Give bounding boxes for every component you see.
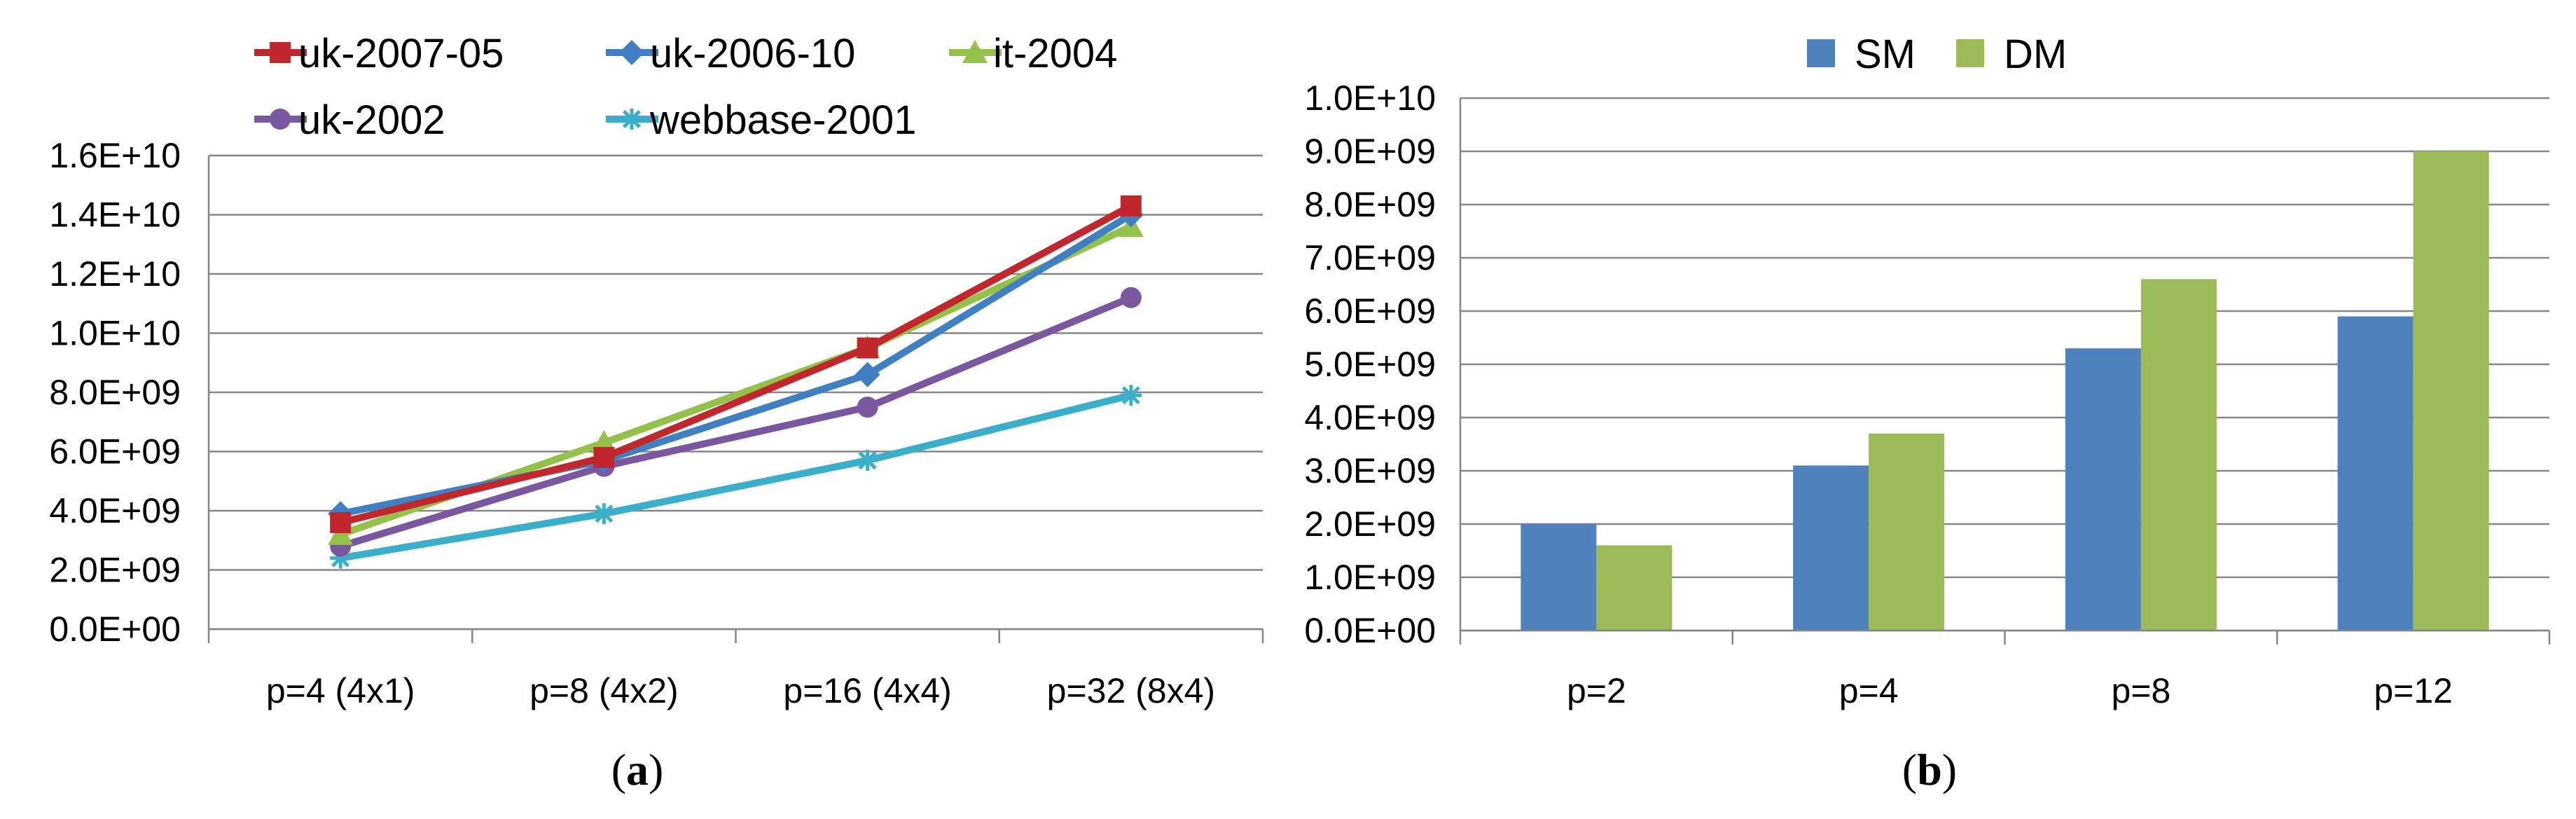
bar-DM	[1596, 545, 1673, 631]
legend-marker	[962, 40, 988, 63]
legend-item: uk-2007-05	[254, 31, 504, 76]
legend-label: uk-2006-10	[650, 31, 855, 76]
y-tick-label: 1.0E+09	[1304, 558, 1436, 597]
series-webbase-2001	[330, 385, 1142, 569]
data-point	[854, 362, 880, 387]
legend-item: webbase-2001	[606, 97, 917, 143]
y-tick-label: 6.0E+09	[1304, 291, 1436, 331]
legend-swatch	[1956, 39, 1984, 67]
y-tick-label: 1.0E+10	[1304, 78, 1436, 118]
bar-SM	[2337, 316, 2414, 631]
series-line	[337, 211, 1135, 518]
data-point	[1120, 287, 1142, 308]
legend-label: SM	[1855, 32, 1916, 77]
data-point	[857, 397, 878, 418]
legend-item: uk-2006-10	[606, 31, 855, 76]
x-tick-label: p=8 (4x2)	[529, 671, 679, 710]
legend-label: uk-2002	[298, 97, 445, 143]
data-point	[857, 450, 878, 472]
legend-label: webbase-2001	[649, 97, 917, 143]
y-tick-label: 1.4E+10	[49, 195, 181, 235]
y-tick-label: 4.0E+09	[49, 491, 181, 530]
bar-DM	[2140, 279, 2217, 631]
x-tick-label: p=4 (4x1)	[266, 671, 415, 710]
data-point	[330, 511, 352, 533]
data-point	[857, 337, 878, 359]
panel-label-letter: a	[626, 745, 649, 794]
legend-label: uk-2007-05	[298, 31, 504, 76]
x-tick-label: p=32 (8x4)	[1047, 671, 1215, 710]
y-tick-label: 3.0E+09	[1304, 451, 1436, 490]
legend-marker	[619, 40, 644, 65]
legend-label: it-2004	[993, 31, 1117, 76]
legend-item: SM	[1807, 32, 1916, 77]
x-tick-label: p=4	[1839, 671, 1899, 710]
panel-label-letter: b	[1917, 745, 1942, 794]
bar-SM	[1521, 524, 1597, 631]
y-tick-label: 9.0E+09	[1304, 132, 1436, 171]
series-uk-2007-05	[330, 195, 1142, 533]
bar-SM	[2065, 348, 2141, 631]
x-tick-label: p=2	[1567, 671, 1626, 710]
legend: uk-2007-05 uk-2006-10 it-2004 uk-2002 webbas…	[254, 31, 1117, 143]
legend-item: uk-2002	[254, 97, 445, 143]
y-tick-label: 2.0E+09	[49, 551, 181, 590]
x-tick-label: p=8	[2111, 671, 2170, 710]
y-tick-label: 0.0E+00	[1304, 611, 1436, 650]
data-point	[593, 503, 615, 525]
series-uk-2006-10	[328, 202, 1144, 527]
data-point	[593, 446, 615, 468]
y-tick-label: 0.0E+00	[49, 610, 181, 649]
bar-DM	[1869, 433, 1945, 631]
line-chart-a: 0.0E+00 2.0E+09 4.0E+09 6.0E+09 8.0E+09 1.0E+…	[49, 31, 1264, 794]
data-point	[1120, 195, 1142, 216]
y-tick-label: 1.6E+10	[49, 136, 181, 175]
series-line	[337, 392, 1135, 562]
bar-chart-b: 0.0E+00 1.0E+09 2.0E+09 3.0E+09 4.0E+09 5.0E+…	[1304, 32, 2551, 794]
legend: SM DM	[1807, 32, 2067, 77]
data-point	[328, 521, 354, 545]
legend-marker	[270, 42, 291, 63]
y-tick-label: 4.0E+09	[1304, 398, 1436, 437]
y-tick-label: 7.0E+09	[1304, 238, 1436, 277]
bar-DM	[2413, 151, 2489, 631]
y-tick-label: 1.2E+10	[49, 254, 181, 294]
legend-item: it-2004	[949, 31, 1117, 76]
y-tick-label: 8.0E+09	[1304, 185, 1436, 224]
panel-label: (a)	[611, 745, 664, 794]
legend-marker	[270, 109, 291, 130]
y-tick-label: 8.0E+09	[49, 373, 181, 412]
y-tick-label: 2.0E+09	[1304, 504, 1436, 544]
y-tick-label: 1.0E+10	[49, 314, 181, 353]
bar-SM	[1793, 465, 1869, 631]
x-tick-label: p=16 (4x4)	[783, 671, 951, 710]
y-tick-label: 5.0E+09	[1304, 345, 1436, 384]
y-tick-label: 6.0E+09	[49, 432, 181, 472]
legend-swatch	[1807, 39, 1835, 67]
legend-marker	[621, 109, 642, 130]
legend-label: DM	[2004, 32, 2067, 77]
panel-label: (b)	[1902, 745, 1957, 794]
series-line	[337, 202, 1135, 526]
data-point	[1120, 385, 1142, 406]
legend-item: DM	[1956, 32, 2067, 77]
x-tick-label: p=12	[2374, 671, 2453, 710]
series-line	[337, 294, 1135, 550]
